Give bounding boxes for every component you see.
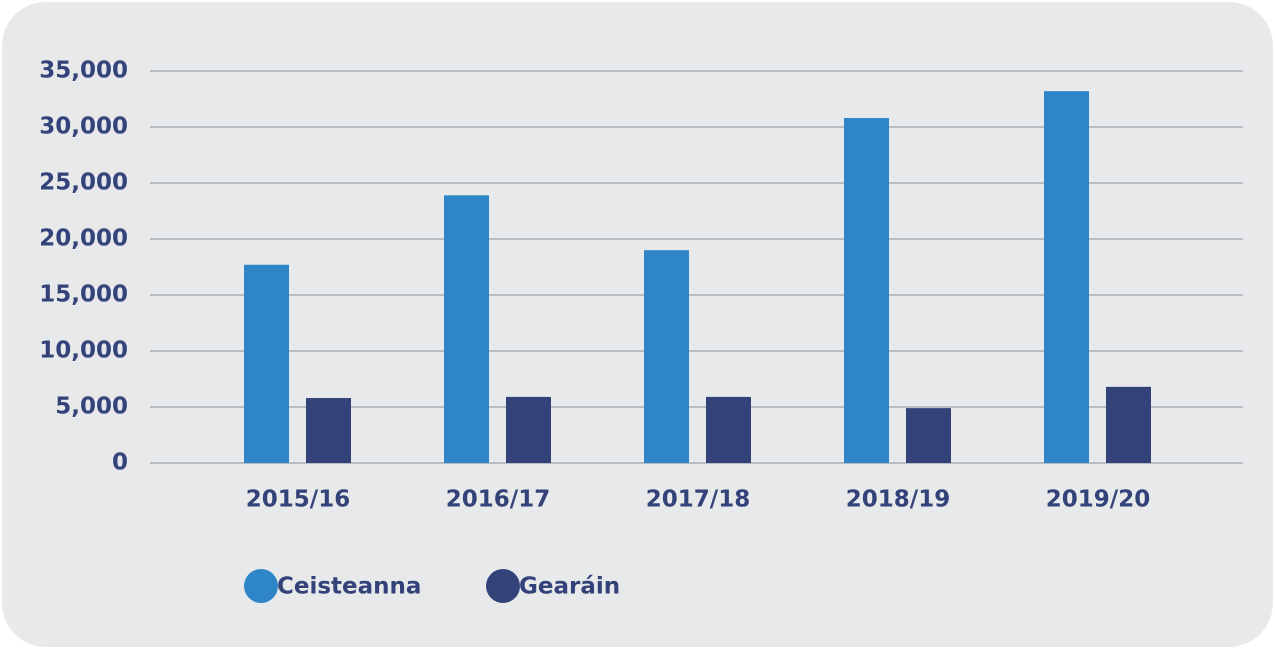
y-tick-label: 25,000 xyxy=(39,170,128,196)
legend-label: Ceisteanna xyxy=(277,574,421,600)
y-tick-label: 15,000 xyxy=(39,282,128,308)
legend-swatch xyxy=(244,569,278,603)
y-tick-label: 30,000 xyxy=(39,114,128,140)
bar xyxy=(506,396,551,463)
bar xyxy=(444,195,489,463)
legend-swatch xyxy=(486,569,520,603)
y-tick-label: 0 xyxy=(112,450,128,476)
bar xyxy=(1044,91,1089,463)
bar xyxy=(906,408,951,463)
x-tick-label: 2017/18 xyxy=(646,487,750,513)
y-tick-label: 5,000 xyxy=(55,394,128,420)
bar xyxy=(844,118,889,463)
legend-label: Gearáin xyxy=(519,574,620,600)
x-tick-label: 2019/20 xyxy=(1046,487,1150,513)
x-tick-label: 2016/17 xyxy=(446,487,550,513)
bar xyxy=(244,264,289,463)
bar xyxy=(306,398,351,463)
y-tick-label: 20,000 xyxy=(39,226,128,252)
bar xyxy=(1106,386,1151,463)
x-tick-label: 2015/16 xyxy=(246,487,350,513)
y-tick-label: 35,000 xyxy=(39,58,128,84)
y-tick-label: 10,000 xyxy=(39,338,128,364)
bar xyxy=(706,396,751,463)
bar xyxy=(644,250,689,463)
x-tick-label: 2018/19 xyxy=(846,487,950,513)
